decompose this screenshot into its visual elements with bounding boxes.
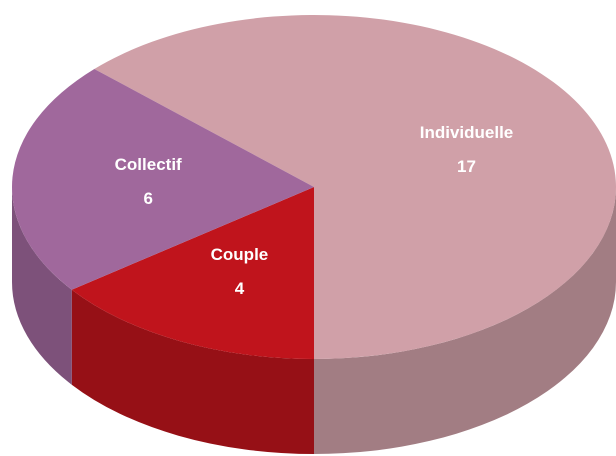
slice-side: [314, 187, 616, 454]
slice-side: [12, 187, 72, 385]
slice-label: Couple: [211, 245, 269, 264]
slice-value: 6: [143, 189, 152, 208]
slice: [71, 187, 315, 359]
slice-label: Individuelle: [420, 123, 514, 142]
slice: [11, 68, 314, 290]
slice: [94, 15, 616, 359]
slice-label: Collectif: [115, 155, 182, 174]
slice-value: 17: [457, 157, 476, 176]
slice-value: 4: [235, 279, 245, 298]
slice-side: [71, 289, 315, 454]
